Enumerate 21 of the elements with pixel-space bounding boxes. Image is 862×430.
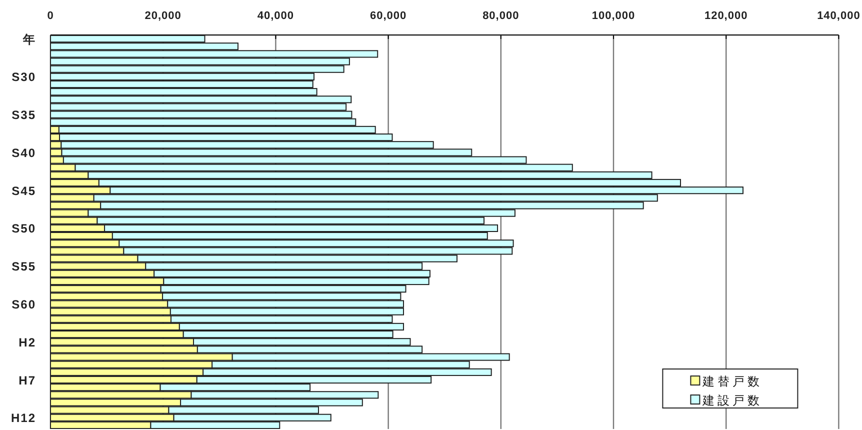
x-tick-label: 140,000 bbox=[817, 10, 860, 22]
x-tick-label: 40,000 bbox=[257, 10, 294, 22]
y-tick-label: H7 bbox=[18, 373, 36, 388]
x-tick-label: 100,000 bbox=[592, 10, 636, 22]
y-tick-label: H12 bbox=[10, 411, 36, 426]
y-tick-label: H2 bbox=[18, 335, 36, 350]
y-tick-label: S40 bbox=[12, 146, 36, 160]
y-tick-label: 年 bbox=[22, 32, 36, 46]
x-tick-label: 20,000 bbox=[144, 10, 182, 22]
y-tick-label: S30 bbox=[12, 70, 36, 84]
y-tick-label: S35 bbox=[12, 108, 36, 122]
x-tick-label: 80,000 bbox=[482, 10, 520, 22]
x-tick-label: 0 bbox=[47, 10, 54, 22]
legend-label: 建替戸数 bbox=[702, 374, 763, 388]
y-tick-label: S45 bbox=[12, 184, 36, 198]
y-tick-label: S55 bbox=[12, 260, 36, 274]
x-tick-label: 60,000 bbox=[370, 10, 407, 22]
y-tick-label: S50 bbox=[12, 222, 36, 236]
legend-label: 建設戸数 bbox=[702, 394, 763, 408]
x-tick-label: 120,000 bbox=[704, 10, 748, 22]
y-tick-label: S60 bbox=[12, 297, 36, 312]
